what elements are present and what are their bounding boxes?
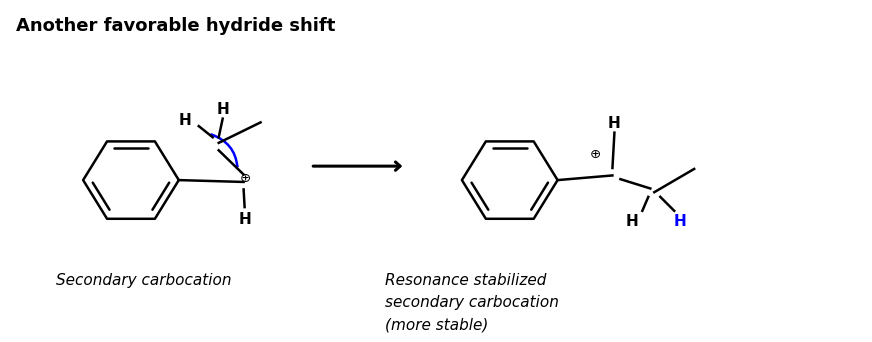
FancyArrowPatch shape [313,162,400,170]
Text: H: H [216,102,229,117]
Text: Resonance stabilized
secondary carbocation
(more stable): Resonance stabilized secondary carbocati… [385,273,559,332]
Text: H: H [626,214,639,229]
Text: Secondary carbocation: Secondary carbocation [56,273,232,288]
FancyArrowPatch shape [211,134,237,166]
Text: H: H [608,116,621,131]
Text: H: H [238,212,251,227]
Text: H: H [674,214,686,229]
Text: $\oplus$: $\oplus$ [239,172,250,185]
Text: $\oplus$: $\oplus$ [589,148,601,161]
Text: Another favorable hydride shift: Another favorable hydride shift [17,17,336,35]
Text: H: H [179,113,191,128]
